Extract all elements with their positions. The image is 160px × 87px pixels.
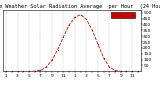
Bar	[111, 12, 135, 18]
Title: Milwaukee Weather Solar Radiation Average  per Hour  (24 Hours): Milwaukee Weather Solar Radiation Averag…	[0, 4, 160, 9]
